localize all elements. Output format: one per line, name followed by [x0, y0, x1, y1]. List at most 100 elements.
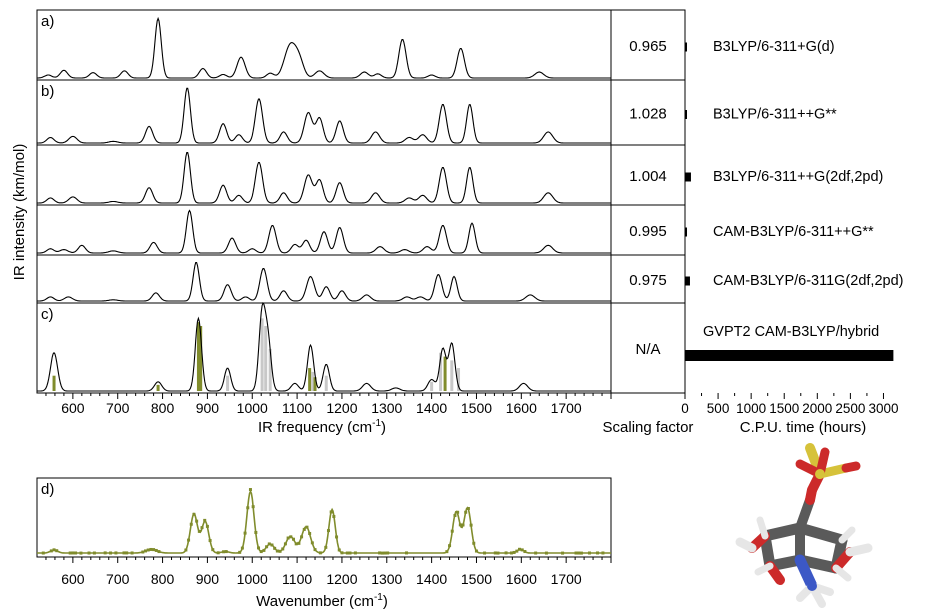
- experimental-point: [130, 551, 134, 555]
- experimental-point: [144, 549, 148, 553]
- x-tick-label: 1000: [237, 571, 268, 587]
- experimental-point: [337, 548, 341, 552]
- experimental-point: [195, 519, 199, 523]
- experimental-point: [326, 529, 330, 533]
- x-tick-label: 1400: [416, 571, 447, 587]
- experimental-point: [79, 551, 83, 555]
- cpu-tick-label: 500: [707, 401, 730, 416]
- x-tick-label: 900: [196, 571, 220, 587]
- experimental-point: [313, 548, 317, 552]
- spectrum-line: [37, 209, 611, 254]
- ir-frequency-label: IR frequency (cm-1): [258, 418, 386, 436]
- x-tick-label: 1400: [416, 400, 447, 416]
- method-label: B3LYP/6-311++G**: [713, 107, 837, 123]
- experimental-point: [544, 551, 548, 555]
- experimental-point: [464, 510, 468, 514]
- x-tick-label: 1500: [461, 400, 492, 416]
- cpu-time-label: C.P.U. time (hours): [740, 419, 866, 436]
- method-label: B3LYP/6-311+G(d): [713, 39, 835, 55]
- experimental-point: [152, 548, 156, 552]
- scaling-factor-frame: [610, 9, 686, 394]
- spectrum-line: [37, 262, 611, 302]
- experimental-point: [601, 551, 605, 555]
- y-axis-label: IR intensity (km/mol): [11, 144, 28, 281]
- experimental-point: [450, 529, 454, 533]
- experimental-point: [154, 548, 158, 552]
- experimental-point: [523, 550, 527, 554]
- scaling-factor-value: 0.995: [629, 223, 667, 240]
- experimental-point: [286, 536, 290, 540]
- experimental-point: [456, 510, 460, 514]
- experimental-point: [189, 522, 193, 526]
- experimental-point: [348, 551, 352, 555]
- x-tick-label: 700: [106, 400, 130, 416]
- x-tick-label: 1300: [371, 400, 402, 416]
- experimental-point: [248, 488, 252, 492]
- experimental-point: [458, 523, 462, 527]
- experimental-point: [197, 529, 201, 533]
- experimental-point: [461, 523, 465, 527]
- experimental-point: [469, 523, 473, 527]
- experimental-point: [504, 551, 508, 555]
- experimental-point: [278, 549, 282, 553]
- panel-label: c): [41, 306, 54, 323]
- experimental-point: [515, 549, 519, 553]
- experimental-point: [294, 542, 298, 546]
- experimental-point: [109, 551, 113, 555]
- experimental-point: [472, 541, 476, 545]
- scaling-factor-value: 0.975: [629, 272, 667, 289]
- method-label: GVPT2 CAM-B3LYP/hybrid: [703, 324, 879, 340]
- experimental-point: [240, 546, 244, 550]
- cpu-time-column: B3LYP/6-311+G(d) B3LYP/6-311++G** B3LYP/6-…: [684, 10, 903, 393]
- x-tick-label: 1100: [282, 571, 312, 587]
- cpu-time-bar: [685, 42, 687, 52]
- experimental-point: [453, 514, 457, 518]
- experimental-point: [254, 530, 258, 534]
- x-tick-label: 1100: [282, 400, 312, 416]
- experimental-point: [380, 551, 384, 555]
- experimental-point: [466, 507, 470, 511]
- experimental-point: [238, 550, 242, 554]
- experimental-point: [405, 551, 409, 555]
- experimental-point: [122, 551, 126, 555]
- experimental-point: [265, 545, 269, 549]
- panel-label: a): [41, 13, 54, 30]
- experimental-point: [493, 551, 497, 555]
- experimental-point: [483, 551, 487, 555]
- experimental-point: [445, 550, 449, 554]
- experimental-point: [579, 551, 583, 555]
- experimental-point: [561, 551, 565, 555]
- x-tick-label: 600: [61, 571, 85, 587]
- experimental-chart-frame: [36, 477, 612, 558]
- spectrum-line: [37, 87, 611, 144]
- cpu-tick-label: 3000: [868, 401, 898, 416]
- experimental-point: [332, 515, 336, 519]
- experimental-point: [289, 535, 293, 539]
- experimental-point: [308, 531, 312, 535]
- x-tick-label: 1600: [506, 571, 537, 587]
- experimental-point: [496, 551, 500, 555]
- experimental-point: [251, 505, 255, 509]
- method-label: CAM-B3LYP/6-311++G**: [713, 224, 874, 240]
- experimental-point: [208, 539, 212, 543]
- scaling-factor-value: 0.965: [629, 38, 667, 55]
- experimental-point: [335, 535, 339, 539]
- experimental-point: [324, 545, 328, 549]
- experimental-point: [474, 549, 478, 553]
- experimental-point: [292, 537, 296, 541]
- experimental-point: [87, 551, 91, 555]
- experimental-point: [222, 550, 226, 554]
- experimental-point: [259, 550, 263, 554]
- experimental-point: [534, 551, 538, 555]
- cpu-time-axis: 0 500 1000 1500 2000 2500 3000: [681, 393, 898, 416]
- experimental-line: [37, 489, 611, 554]
- experimental-point: [146, 548, 150, 552]
- experimental-point: [283, 542, 287, 546]
- panel-label-d: d): [41, 481, 54, 498]
- experimental-point: [205, 524, 209, 528]
- experimental-point: [305, 525, 309, 529]
- x-tick-label: 1000: [237, 400, 268, 416]
- experimental-point: [267, 542, 271, 546]
- experimental-point: [596, 551, 600, 555]
- experimental-point: [141, 550, 145, 554]
